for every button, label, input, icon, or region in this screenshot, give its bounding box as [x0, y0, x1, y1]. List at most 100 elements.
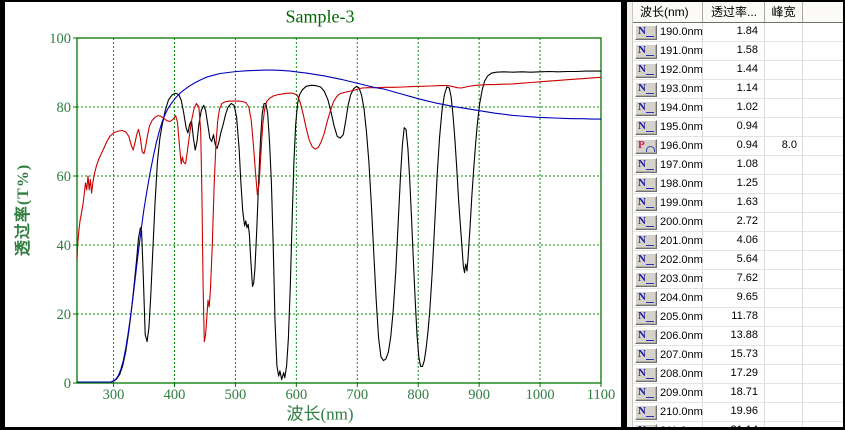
wavelength-cell: N 207.0nm [633, 346, 703, 364]
normal-marker-icon[interactable]: N [635, 43, 657, 59]
baseline-dash-shape [646, 54, 654, 56]
baseline-dash-shape [646, 301, 654, 303]
table-row[interactable]: N 200.0nm 2.72 [633, 213, 843, 232]
table-row[interactable]: N 202.0nm 5.64 [633, 251, 843, 270]
normal-marker-icon[interactable]: N [635, 81, 657, 97]
marker-letter: N [638, 43, 646, 56]
normal-marker-icon[interactable]: N [635, 385, 657, 401]
normal-marker-icon[interactable]: N [635, 290, 657, 306]
transmittance-value: 1.14 [703, 80, 765, 98]
peak-width-value [765, 308, 803, 326]
normal-marker-icon[interactable]: N [635, 119, 657, 135]
baseline-dash-shape [646, 263, 654, 265]
empty-cell [803, 270, 843, 288]
table-row[interactable]: P 196.0nm 0.94 8.0 [633, 137, 843, 156]
spectrum-chart-canvas[interactable]: 300 400 500 600 700 800 900 1000 1100 0 20 40 60 80 10… [5, 2, 621, 427]
wavelength-value: 210.0nm [660, 405, 703, 418]
normal-marker-icon[interactable]: N [635, 233, 657, 249]
marker-letter: N [638, 214, 646, 227]
normal-marker-icon[interactable]: N [635, 100, 657, 116]
peak-width-value: 8.0 [765, 137, 803, 155]
normal-marker-icon[interactable]: N [635, 214, 657, 230]
marker-letter: N [638, 347, 646, 360]
table-row[interactable]: N 208.0nm 17.29 [633, 365, 843, 384]
empty-cell [803, 384, 843, 402]
table-row[interactable]: N 210.0nm 19.96 [633, 403, 843, 422]
wavelength-value: 195.0nm [660, 120, 703, 133]
table-row[interactable]: N 195.0nm 0.94 [633, 118, 843, 137]
normal-marker-icon[interactable]: N [635, 423, 657, 427]
normal-marker-icon[interactable]: N [635, 328, 657, 344]
baseline-dash-shape [646, 377, 654, 379]
baseline-dash-shape [646, 396, 654, 398]
peak-width-value [765, 99, 803, 117]
table-row[interactable]: N 203.0nm 7.62 [633, 270, 843, 289]
normal-marker-icon[interactable]: N [635, 62, 657, 78]
wavelength-cell: N 210.0nm [633, 403, 703, 421]
transmittance-value: 1.84 [703, 23, 765, 41]
table-row[interactable]: N 205.0nm 11.78 [633, 308, 843, 327]
table-row[interactable]: N 193.0nm 1.14 [633, 80, 843, 99]
column-header-peak-width[interactable]: 峰宽 [765, 2, 803, 22]
table-row[interactable]: N 201.0nm 4.06 [633, 232, 843, 251]
marker-letter: N [638, 62, 646, 75]
table-row[interactable]: N 198.0nm 1.25 [633, 175, 843, 194]
wavelength-cell: N 198.0nm [633, 175, 703, 193]
x-tick-label: 1100 [587, 387, 615, 403]
peak-width-value [765, 403, 803, 421]
spectrum-chart-panel: 300 400 500 600 700 800 900 1000 1100 0 20 40 60 80 10… [5, 2, 621, 427]
table-row[interactable]: N 209.0nm 18.71 [633, 384, 843, 403]
wavelength-value: 203.0nm [660, 272, 703, 285]
normal-marker-icon[interactable]: N [635, 24, 657, 40]
baseline-dash-shape [646, 73, 654, 75]
baseline-dash-shape [646, 206, 654, 208]
table-row[interactable]: N 192.0nm 1.44 [633, 61, 843, 80]
table-row[interactable]: N 204.0nm 9.65 [633, 289, 843, 308]
table-row[interactable]: N 211.0nm21.14 [633, 422, 843, 427]
normal-marker-icon[interactable]: N [635, 157, 657, 173]
normal-marker-icon[interactable]: N [635, 404, 657, 420]
table-row[interactable]: N 206.0nm 13.88 [633, 327, 843, 346]
empty-cell [803, 99, 843, 117]
column-header-transmittance[interactable]: 透过率... [703, 2, 765, 22]
column-header-wavelength[interactable]: 波长(nm) [633, 2, 703, 22]
peak-width-value [765, 327, 803, 345]
normal-marker-icon[interactable]: N [635, 176, 657, 192]
table-row[interactable]: N 197.0nm 1.08 [633, 156, 843, 175]
series-red-trace [76, 76, 602, 343]
transmittance-value: 1.58 [703, 42, 765, 60]
empty-cell [803, 346, 843, 364]
x-tick-label: 300 [103, 387, 125, 403]
table-row[interactable]: N 191.0nm 1.58 [633, 42, 843, 61]
wavelength-value: 191.0nm [660, 44, 703, 57]
peak-width-value [765, 118, 803, 136]
marker-letter: N [638, 385, 646, 398]
table-row[interactable]: N 199.0nm 1.63 [633, 194, 843, 213]
table-row[interactable]: N 190.0nm 1.84 [633, 23, 843, 42]
wavelength-value: 209.0nm [660, 386, 703, 399]
normal-marker-icon[interactable]: N [635, 366, 657, 382]
peak-width-value [765, 156, 803, 174]
wavelength-cell: N 191.0nm [633, 42, 703, 60]
table-body: N 190.0nm 1.84 N 191.0nm 1.58 N 192.0nm 1.44 N 193… [633, 23, 843, 427]
peak-marker-icon[interactable]: P [635, 138, 657, 154]
wavelength-value: 207.0nm [660, 348, 703, 361]
wavelength-cell: N 199.0nm [633, 194, 703, 212]
baseline-dash-shape [646, 187, 654, 189]
table-row[interactable]: N 194.0nm 1.02 [633, 99, 843, 118]
wavelength-value: 196.0nm [660, 139, 703, 152]
series-blue-trace [77, 69, 601, 383]
peak-width-value [765, 61, 803, 79]
normal-marker-icon[interactable]: N [635, 252, 657, 268]
table-left-gutter [627, 2, 633, 427]
normal-marker-icon[interactable]: N [635, 271, 657, 287]
normal-marker-icon[interactable]: N [635, 309, 657, 325]
peak-width-value [765, 346, 803, 364]
baseline-dash-shape [646, 225, 654, 227]
wavelength-cell: P 196.0nm [633, 137, 703, 155]
normal-marker-icon[interactable]: N [635, 347, 657, 363]
table-row[interactable]: N 207.0nm 15.73 [633, 346, 843, 365]
marker-letter: N [638, 176, 646, 189]
normal-marker-icon[interactable]: N [635, 195, 657, 211]
